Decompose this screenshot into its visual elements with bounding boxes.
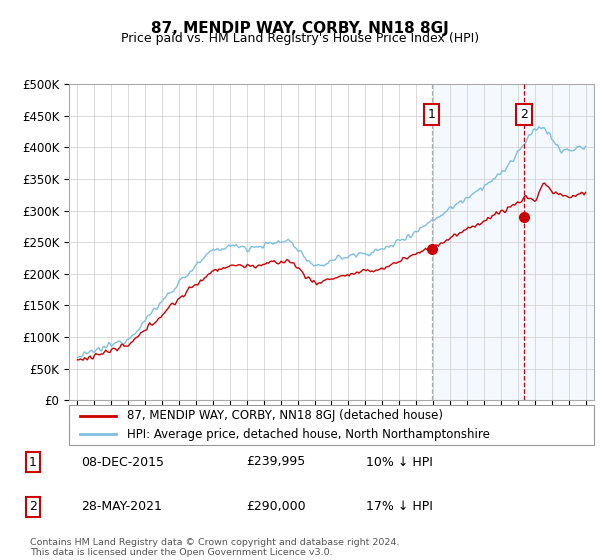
- Text: Contains HM Land Registry data © Crown copyright and database right 2024.
This d: Contains HM Land Registry data © Crown c…: [30, 538, 400, 557]
- Text: Price paid vs. HM Land Registry's House Price Index (HPI): Price paid vs. HM Land Registry's House …: [121, 32, 479, 45]
- Bar: [432, 84, 594, 400]
- Text: 2: 2: [520, 108, 528, 121]
- Text: 17% ↓ HPI: 17% ↓ HPI: [366, 500, 433, 514]
- Text: 1: 1: [29, 455, 37, 469]
- Text: 87, MENDIP WAY, CORBY, NN18 8GJ (detached house): 87, MENDIP WAY, CORBY, NN18 8GJ (detache…: [127, 409, 443, 422]
- Text: £239,995: £239,995: [246, 455, 305, 469]
- Text: 28-MAY-2021: 28-MAY-2021: [81, 500, 162, 514]
- Text: 2: 2: [29, 500, 37, 514]
- Text: 08-DEC-2015: 08-DEC-2015: [81, 455, 164, 469]
- Text: 1: 1: [428, 108, 436, 121]
- Text: £290,000: £290,000: [246, 500, 305, 514]
- Text: 87, MENDIP WAY, CORBY, NN18 8GJ: 87, MENDIP WAY, CORBY, NN18 8GJ: [151, 21, 449, 36]
- Text: HPI: Average price, detached house, North Northamptonshire: HPI: Average price, detached house, Nort…: [127, 428, 490, 441]
- FancyBboxPatch shape: [69, 405, 594, 445]
- Text: 10% ↓ HPI: 10% ↓ HPI: [366, 455, 433, 469]
